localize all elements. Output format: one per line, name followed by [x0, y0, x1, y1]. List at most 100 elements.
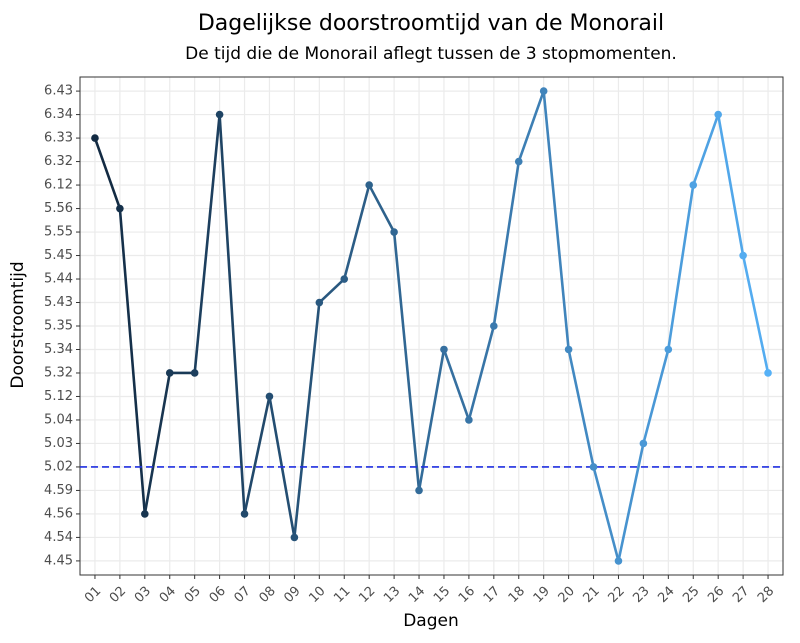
- data-point: [365, 181, 373, 189]
- x-tick-label: 08: [256, 584, 278, 606]
- line-segment: [118, 207, 147, 516]
- y-tick-label: 6.32: [44, 154, 73, 169]
- line-segment: [318, 277, 346, 304]
- line-segment: [517, 89, 545, 163]
- line-segment: [193, 113, 221, 375]
- x-tick-label: 18: [506, 584, 528, 606]
- x-tick-label: 17: [481, 584, 503, 606]
- y-tick-label: 4.59: [44, 483, 73, 498]
- data-point: [465, 416, 473, 424]
- line-segment: [567, 348, 595, 469]
- data-point: [689, 181, 698, 189]
- x-axis-title: Dagen: [403, 611, 459, 631]
- data-point: [639, 439, 648, 448]
- line-segment: [642, 348, 670, 445]
- x-tick-label: 28: [755, 584, 777, 606]
- line-segment: [243, 395, 271, 516]
- y-tick-label: 5.56: [44, 201, 73, 216]
- x-tick-label: 06: [207, 584, 229, 606]
- data-point: [340, 275, 349, 283]
- data-point: [614, 557, 623, 565]
- x-tick-label: 20: [556, 584, 578, 606]
- x-tick-label: 27: [730, 584, 752, 606]
- x-tick-label: 11: [331, 584, 353, 606]
- y-tick-label: 4.54: [44, 530, 73, 545]
- x-tick-label: 26: [705, 584, 727, 606]
- line-segment: [342, 183, 371, 281]
- x-tick-label: 24: [655, 584, 677, 606]
- y-tick-label: 4.56: [44, 506, 73, 521]
- line-segment: [392, 230, 421, 492]
- data-point: [91, 134, 99, 142]
- data-point: [514, 157, 523, 166]
- line-segment: [93, 136, 122, 210]
- line-segment: [542, 89, 570, 351]
- x-tick-label: 13: [381, 584, 403, 606]
- x-tick-label: 15: [431, 584, 453, 606]
- data-point: [290, 533, 299, 542]
- y-tick-label: 6.33: [44, 131, 73, 146]
- x-tick-label: 04: [157, 584, 179, 606]
- y-tick-label: 6.34: [44, 107, 73, 122]
- y-tick-label: 4.45: [44, 553, 73, 568]
- data-point: [315, 298, 324, 307]
- data-point: [116, 204, 124, 213]
- line-segment: [741, 254, 770, 375]
- data-point: [240, 510, 249, 518]
- data-point: [714, 110, 722, 119]
- y-tick-label: 5.02: [44, 459, 73, 474]
- line-segment: [716, 113, 745, 257]
- data-point: [539, 87, 548, 95]
- y-tick-label: 5.35: [44, 319, 73, 334]
- y-tick-label: 5.04: [44, 412, 73, 427]
- y-tick-label: 5.34: [44, 342, 73, 357]
- line-segment: [442, 348, 471, 422]
- line-segment: [492, 160, 521, 328]
- x-tick-label: 22: [605, 584, 627, 606]
- data-point: [141, 510, 149, 518]
- x-tick-label: 19: [531, 584, 553, 606]
- x-tick-label: 05: [182, 584, 204, 606]
- y-axis-title: Doorstroomtijd: [8, 261, 28, 388]
- data-point: [490, 322, 498, 330]
- x-tick-label: 14: [406, 584, 428, 606]
- x-tick-label: 02: [107, 584, 129, 606]
- x-tick-label: 25: [680, 584, 702, 606]
- data-point: [589, 463, 598, 471]
- y-tick-label: 5.44: [44, 272, 73, 287]
- x-tick-label: 03: [132, 584, 154, 606]
- line-segment: [218, 113, 246, 516]
- line-segment: [617, 442, 645, 563]
- data-point: [564, 345, 573, 354]
- x-tick-label: 23: [630, 584, 652, 606]
- x-tick-label: 01: [82, 584, 104, 606]
- line-segment: [592, 465, 620, 563]
- data-point: [664, 345, 673, 354]
- line-segment: [293, 301, 321, 539]
- line-segment: [667, 183, 695, 351]
- y-tick-label: 5.45: [44, 248, 73, 263]
- x-tick-label: 12: [356, 584, 378, 606]
- y-tick-label: 5.55: [44, 225, 73, 240]
- data-point: [764, 369, 772, 377]
- data-point: [739, 251, 747, 260]
- plot-panel: [79, 76, 784, 576]
- data-point: [415, 486, 423, 495]
- x-tick-label: 07: [232, 584, 254, 606]
- chart-subtitle: De tijd die de Monorail aflegt tussen de…: [185, 44, 677, 64]
- chart-title: Dagelijkse doorstroomtijd van de Monorai…: [198, 11, 664, 36]
- line-segment: [367, 183, 396, 234]
- data-point: [265, 392, 274, 401]
- line-segment: [467, 324, 496, 422]
- data-point: [215, 110, 224, 119]
- y-tick-label: 6.43: [44, 84, 73, 99]
- y-tick-label: 5.12: [44, 389, 73, 404]
- data-point: [165, 369, 174, 377]
- x-tick-label: 21: [581, 584, 603, 606]
- x-tick-label: 16: [456, 584, 478, 606]
- line-segment: [691, 113, 720, 187]
- y-tick-label: 5.03: [44, 436, 73, 451]
- line-segment: [143, 371, 172, 516]
- y-tick-label: 5.32: [44, 365, 73, 380]
